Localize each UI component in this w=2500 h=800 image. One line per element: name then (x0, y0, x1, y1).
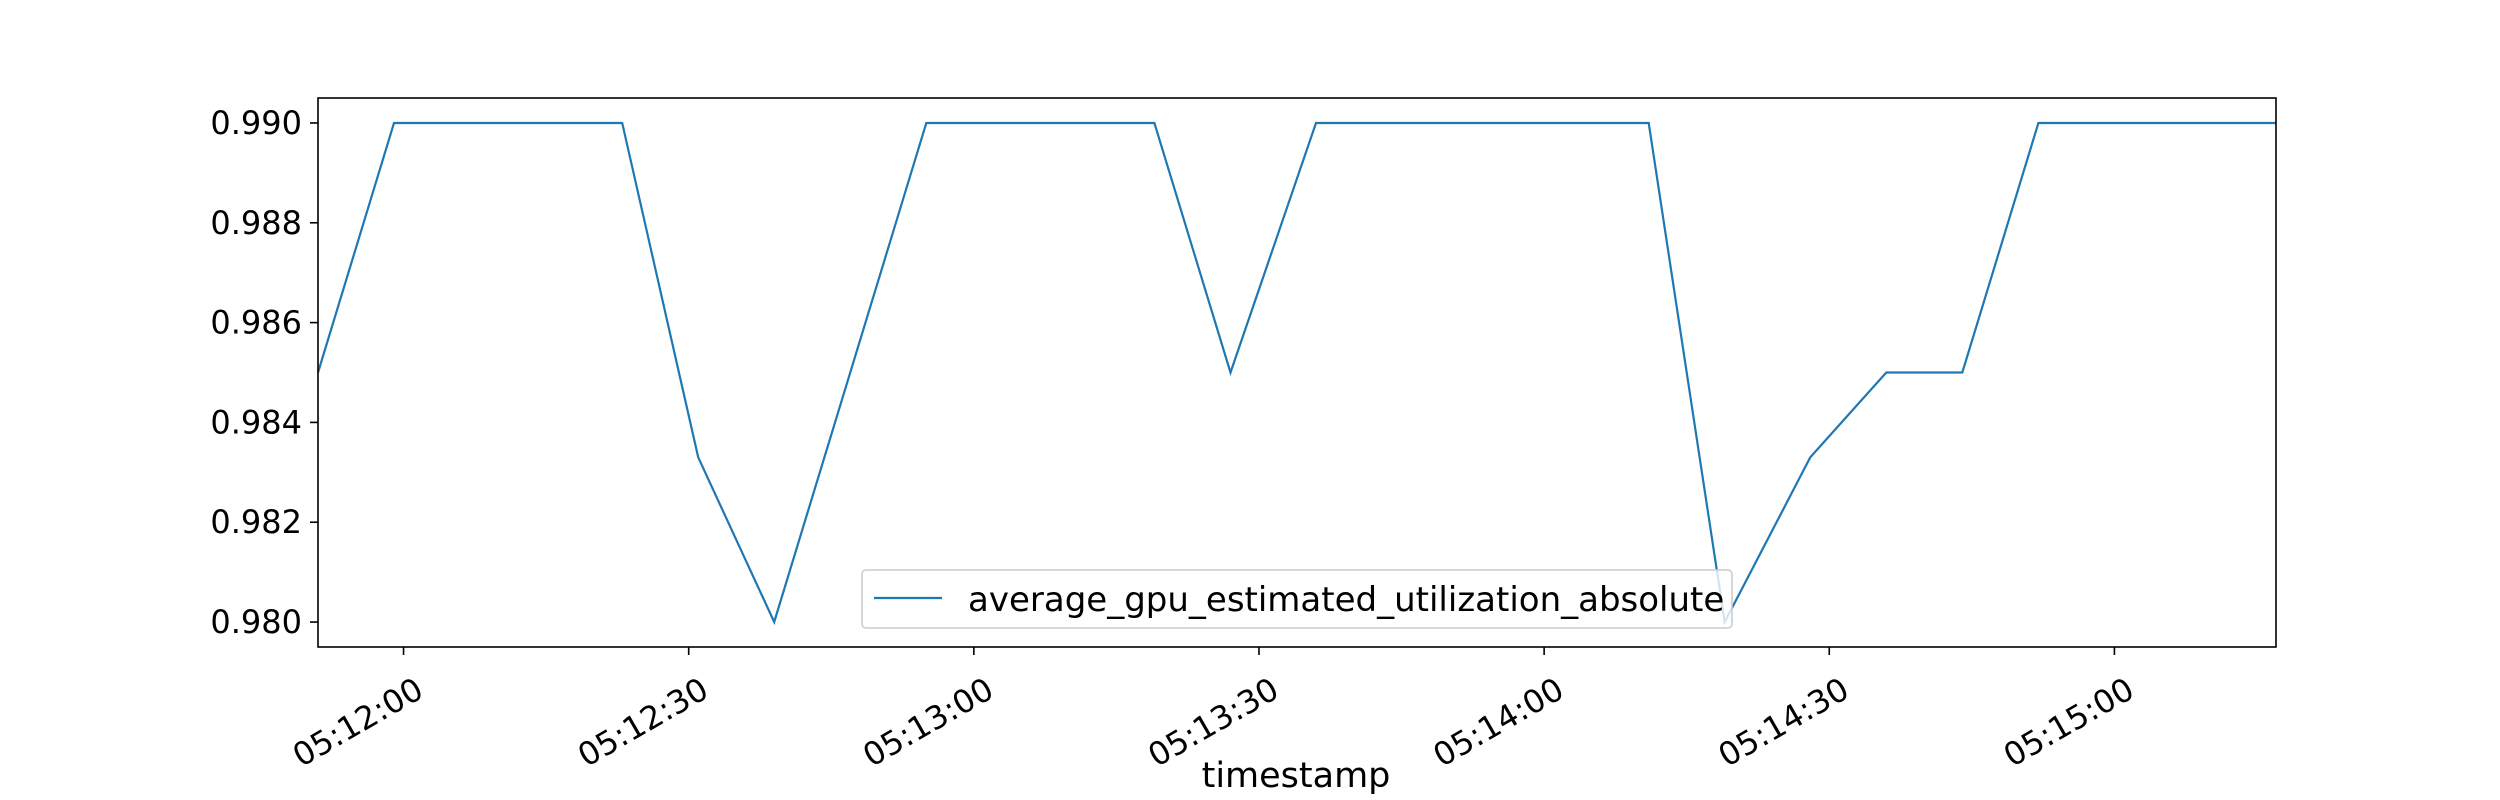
series-line-0 (316, 121, 2276, 626)
y-tick-label: 0.986 (210, 304, 302, 342)
x-tick-label: 05:12:30 (571, 670, 714, 775)
x-tick-label: 05:14:00 (1427, 670, 1570, 775)
y-tick-label: 0.988 (210, 204, 302, 242)
x-tick-label: 05:14:30 (1712, 670, 1855, 775)
y-tick-label: 0.982 (210, 503, 302, 541)
legend: average_gpu_estimated_utilization_absolu… (861, 569, 1733, 629)
y-axis: 0.980 0.982 0.984 0.986 0.988 0.990 (210, 104, 318, 641)
y-tick-label: 0.980 (210, 603, 302, 641)
x-tick-label: 05:15:00 (1997, 670, 2140, 775)
x-tick-label: 05:12:00 (286, 670, 429, 775)
x-axis-label: timestamp (1202, 756, 1391, 796)
plot-area (316, 97, 2277, 648)
legend-label: average_gpu_estimated_utilization_absolu… (968, 580, 1724, 620)
legend-box (861, 569, 1733, 629)
axes-frame (317, 97, 2277, 648)
x-tick-label: 05:13:00 (856, 670, 999, 775)
y-tick-label: 0.990 (210, 104, 302, 142)
y-tick-label: 0.984 (210, 403, 302, 441)
